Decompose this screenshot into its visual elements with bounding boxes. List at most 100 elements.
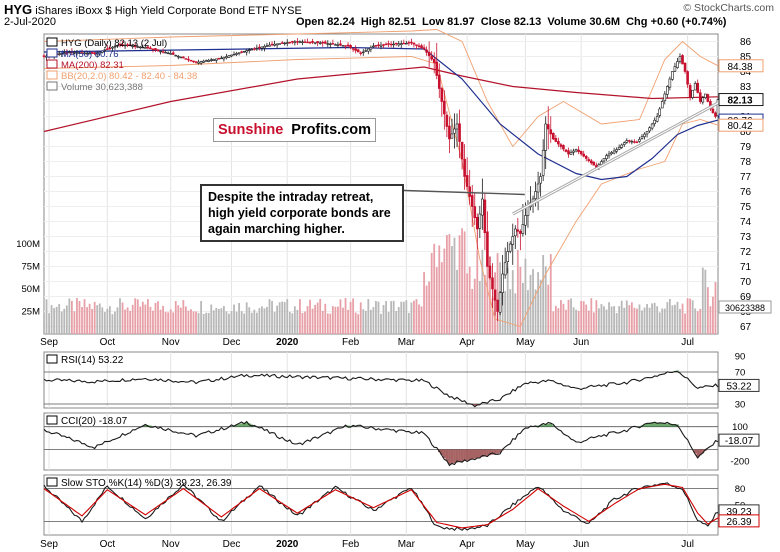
volume-bar	[283, 302, 286, 334]
x-axis-label-bottom: Jul	[681, 539, 694, 550]
cci-value-marker-label: -18.07	[725, 436, 754, 447]
volume-bar	[114, 311, 116, 334]
price-candle	[240, 51, 243, 53]
volume-bar	[225, 311, 228, 334]
price-candle	[475, 216, 479, 230]
x-axis-label-bottom: Jun	[573, 539, 589, 550]
rsi-value-marker-label: 53.22	[726, 381, 751, 392]
volume-bar	[630, 302, 633, 334]
volume-bar	[215, 307, 218, 334]
volume-bar	[154, 302, 157, 334]
price-candle	[144, 47, 147, 49]
price-candle	[209, 59, 213, 61]
price-candle	[536, 183, 540, 193]
volume-bar	[126, 307, 129, 334]
volume-bar	[643, 307, 646, 334]
price-candle	[435, 61, 439, 76]
x-axis-label-bottom: Feb	[342, 539, 360, 550]
volume-bar	[167, 312, 170, 334]
price-tick-label: 83	[740, 82, 752, 93]
stochastic-k-marker-label: 39.23	[726, 507, 751, 518]
price-candle	[698, 92, 702, 102]
volume-bar	[43, 314, 45, 334]
volume-bar	[580, 300, 583, 334]
price-candle	[93, 52, 96, 54]
price-candle	[301, 41, 304, 44]
price-tick-label: 73	[740, 232, 752, 243]
volume-bar	[544, 266, 547, 334]
price-candle	[70, 51, 74, 53]
change-label: Chg	[626, 16, 648, 28]
price-candle	[405, 42, 408, 45]
price-tick-label: 70	[740, 277, 752, 288]
volume-bar	[195, 311, 197, 334]
volume-bar	[679, 309, 681, 334]
legend-volume: Volume 30,623,388	[61, 82, 143, 93]
price-candle	[217, 58, 221, 60]
price-candle	[237, 52, 241, 54]
x-axis-label-bottom: Oct	[100, 539, 116, 550]
price-candle	[663, 93, 667, 101]
volume-bar	[121, 302, 124, 334]
callout-arrow	[389, 189, 525, 196]
legend-ma50-swatch	[46, 48, 58, 58]
price-candle	[349, 45, 352, 48]
volume-bar	[496, 253, 499, 334]
price-candle	[123, 44, 127, 47]
volume-bar	[577, 310, 580, 334]
price-candle	[394, 42, 398, 45]
volume-bar	[357, 314, 360, 334]
price-candle	[516, 229, 520, 232]
price-candle	[60, 53, 64, 55]
volume-bar	[473, 278, 476, 334]
price-candle	[78, 52, 81, 54]
volume-bar	[413, 300, 415, 334]
volume-bar	[235, 311, 238, 334]
volume-bar	[187, 310, 190, 334]
price-candle	[579, 150, 583, 155]
x-axis-label-top: 2020	[276, 337, 299, 348]
volume-marker-label: 30623388	[725, 303, 765, 313]
price-candle	[706, 94, 710, 102]
legend-ma200-swatch	[46, 59, 58, 69]
price-candle	[676, 61, 679, 68]
price-candle	[230, 54, 233, 57]
price-candle	[100, 50, 104, 53]
x-axis-label-top: Nov	[162, 337, 180, 348]
cci-tick-label: -200	[730, 456, 749, 467]
volume-bar	[263, 308, 266, 334]
price-candle	[293, 41, 297, 44]
price-candle	[671, 71, 674, 80]
volume-bar	[623, 307, 626, 334]
volume-bar	[592, 312, 595, 334]
volume-bar	[587, 310, 590, 334]
volume-bar	[542, 255, 545, 334]
bollinger-upper-band	[43, 29, 719, 148]
stockcharts-watermark: © StockCharts.com	[683, 2, 774, 14]
price-candle	[600, 161, 603, 165]
price-candle	[174, 54, 178, 57]
volume-bar	[266, 307, 268, 334]
price-candle	[367, 48, 370, 52]
volume-bar	[706, 287, 709, 334]
quote-date: 2-Jul-2020	[4, 16, 56, 28]
price-tick-label: 86	[740, 37, 752, 48]
price-candle	[187, 58, 190, 61]
volume-bar	[458, 235, 461, 334]
price-candle	[141, 46, 145, 49]
volume-bar	[489, 257, 491, 334]
volume-bar	[433, 243, 436, 334]
price-tick-label: 72	[740, 247, 752, 258]
volume-bar	[131, 304, 134, 334]
price-marker-box	[718, 93, 764, 107]
close-label: Close	[480, 16, 511, 28]
price-marker-label: 82.13	[727, 96, 752, 107]
price-tick-label: 71	[740, 262, 752, 273]
volume-marker: 30623388	[718, 300, 772, 314]
volume-bar	[671, 305, 674, 334]
price-candle	[562, 145, 565, 150]
volume-bar	[699, 308, 702, 334]
price-candle	[194, 61, 198, 63]
chart-header-line2: 2-Jul-2020	[4, 16, 56, 28]
rsi-legend-swatch	[46, 354, 58, 364]
